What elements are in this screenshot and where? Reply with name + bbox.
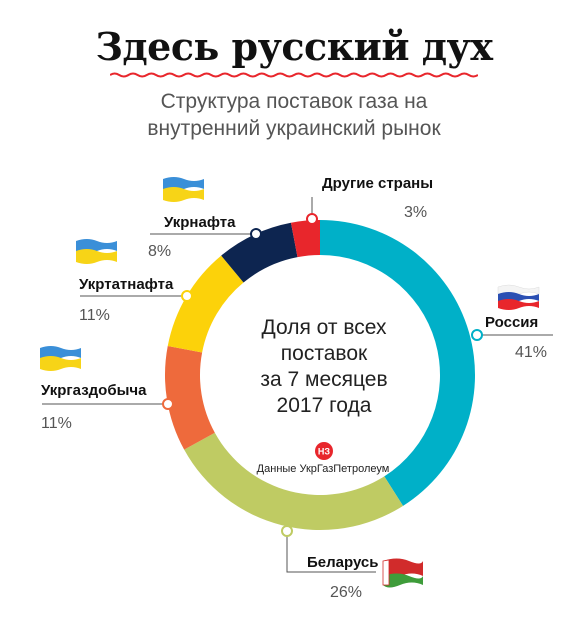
subtitle-line-1: Структура поставок газа на [160,90,428,113]
donut-segment-ukrtatnafta [167,255,244,353]
center-text-line-3: за 7 месяцев [260,368,387,391]
label-other-value: 3% [404,204,427,221]
leader-dot-other [306,213,318,225]
belarus-flag-icon [382,558,423,588]
ukraine-flag-icon [40,346,81,371]
source-logo: НЗ [315,442,333,460]
chart-subtitle: Структура поставок газа на внутренний ук… [0,88,588,142]
donut-segment-belarus [184,432,404,530]
chart-title: Здесь русский дух [95,24,493,69]
title-underline [110,72,478,78]
leader-dot-ukrtatnafta [181,290,193,302]
donut-segment-ukrgazdobycha [164,345,215,450]
label-russia-name: Россия [485,314,538,331]
subtitle-line-2: внутренний украинский рынок [147,117,441,140]
leader-dot-ukrgazdobycha [162,398,174,410]
center-text-line-4: 2017 года [277,394,372,417]
center-text-line-1: Доля от всех [262,316,387,339]
source-logo-text: НЗ [318,447,330,457]
label-other-name: Другие страны [322,175,433,192]
russia-flag-icon [497,284,540,310]
label-russia-value: 41% [515,344,547,361]
donut-segment-ukrnafta [221,222,298,283]
source-logo-badge [315,442,333,460]
center-text-line-2: поставок [281,342,368,365]
label-ukrgazdobycha-name: Укргаздобыча [41,382,147,399]
donut-segment-russia [320,220,475,506]
leader-dot-russia [471,329,483,341]
label-ukrtatnafta-name: Укртатнафта [79,276,174,293]
label-ukrnafta-name: Укрнафта [164,214,236,231]
source-text: Данные УкрГазПетролеум [257,463,390,475]
leader-dot-belarus [281,525,293,537]
label-ukrnafta-value: 8% [148,243,171,260]
label-ukrtatnafta-value: 11% [79,307,110,324]
label-leaders [42,197,553,573]
leader-dot-ukrnafta [250,228,262,240]
donut-segment-other [290,220,320,258]
ukraine-flag-icon [163,177,204,202]
ukraine-flag-icon [76,239,117,264]
label-belarus-value: 26% [330,584,362,601]
donut-ring [164,220,475,530]
label-belarus-name: Беларусь [307,554,379,571]
leader-line-belarus [286,531,376,573]
label-ukrgazdobycha-value: 11% [41,415,72,432]
